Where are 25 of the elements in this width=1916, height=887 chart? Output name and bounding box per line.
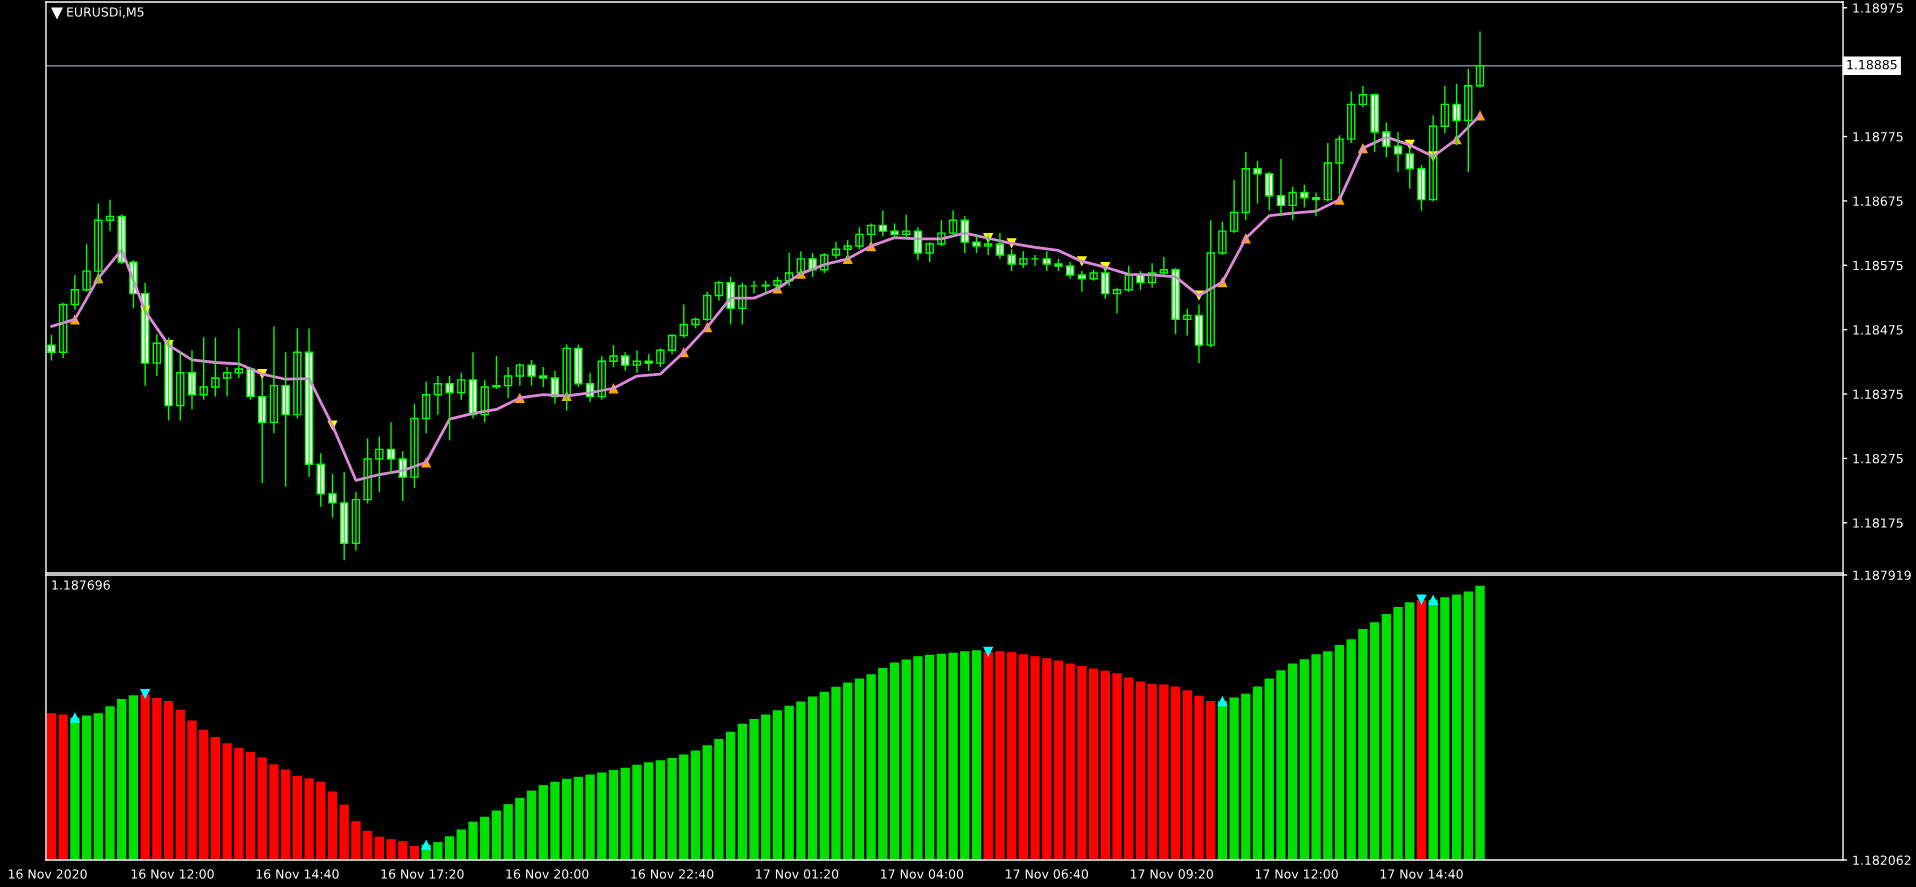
x-tick-label: 17 Nov 09:20 — [1130, 869, 1213, 879]
y-tick-label: 1.182062 — [1853, 855, 1911, 865]
ref-line-label: 1.18885 — [1847, 59, 1897, 70]
x-tick-label: 16 Nov 14:40 — [256, 869, 339, 879]
y-tick-label: 1.18375 — [1853, 389, 1903, 399]
y-tick-label: 1.18175 — [1853, 518, 1903, 528]
x-tick-label: 17 Nov 14:40 — [1380, 869, 1463, 879]
x-tick-label: 16 Nov 17:20 — [381, 869, 464, 879]
chart-title: EURUSDi,M5 — [67, 7, 144, 18]
x-tick-label: 17 Nov 12:00 — [1255, 869, 1338, 879]
y-tick-label: 1.187919 — [1853, 570, 1911, 580]
y-tick-label: 1.18475 — [1853, 325, 1903, 335]
chart-title: 1.187696 — [52, 580, 110, 590]
x-tick-label: 16 Nov 2020 — [8, 869, 87, 879]
x-tick-label: 16 Nov 22:40 — [631, 869, 714, 879]
x-tick-label: 17 Nov 04:00 — [881, 869, 964, 879]
x-tick-label: 16 Nov 20:00 — [506, 869, 589, 879]
y-tick-label: 1.18775 — [1853, 132, 1903, 142]
x-tick-label: 17 Nov 01:20 — [756, 869, 839, 879]
y-tick-label: 1.18975 — [1853, 3, 1903, 13]
x-tick-label: 17 Nov 06:40 — [1006, 869, 1089, 879]
x-tick-label: 16 Nov 12:00 — [131, 869, 214, 879]
y-tick-label: 1.18275 — [1853, 453, 1903, 464]
y-tick-label: 1.18575 — [1853, 260, 1903, 271]
y-tick-label: 1.18675 — [1853, 196, 1903, 206]
